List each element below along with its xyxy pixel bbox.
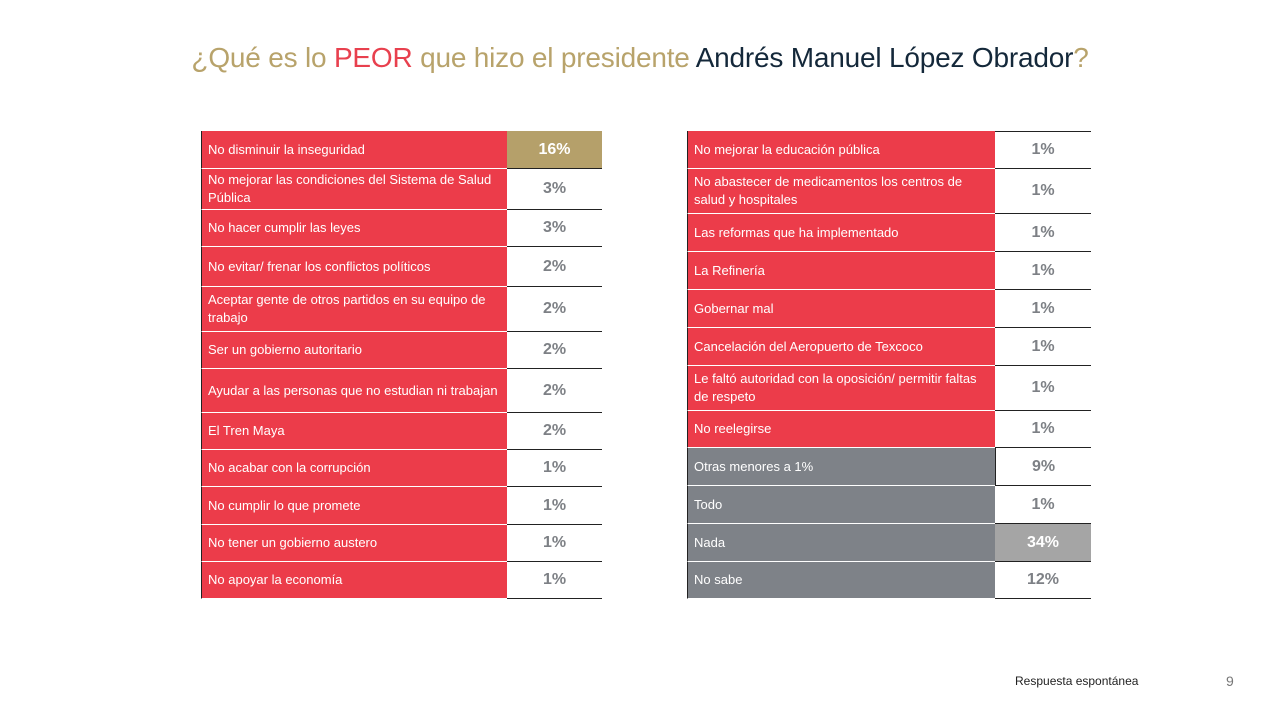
response-percentage: 1%	[507, 450, 602, 487]
table-row: El Tren Maya 2%	[201, 413, 602, 450]
response-percentage: 2%	[507, 287, 602, 332]
table-row: No tener un gobierno austero 1%	[201, 525, 602, 562]
response-label: El Tren Maya	[201, 413, 507, 450]
response-percentage: 1%	[507, 525, 602, 562]
response-label: Aceptar gente de otros partidos en su eq…	[201, 287, 507, 332]
response-label: Ser un gobierno autoritario	[201, 332, 507, 369]
response-label: No abastecer de medicamentos los centros…	[687, 169, 995, 214]
response-label: No apoyar la economía	[201, 562, 507, 599]
response-label: Le faltó autoridad con la oposición/ per…	[687, 366, 995, 411]
table-row: Todo 1%	[687, 486, 1091, 524]
response-percentage: 2%	[507, 247, 602, 287]
table-row: No sabe 12%	[687, 562, 1091, 599]
response-label: Gobernar mal	[687, 290, 995, 328]
response-label: No reelegirse	[687, 411, 995, 448]
table-row: Aceptar gente de otros partidos en su eq…	[201, 287, 602, 332]
title-part-1: ¿Qué es lo	[191, 42, 334, 73]
response-percentage: 1%	[995, 366, 1091, 411]
title-emphasis-peor: PEOR	[333, 42, 413, 73]
response-percentage: 1%	[995, 214, 1091, 252]
table-row: No evitar/ frenar los conflictos polític…	[201, 247, 602, 287]
response-label: No cumplir lo que promete	[201, 487, 507, 525]
response-label: No mejorar la educación pública	[687, 131, 995, 169]
table-row: No mejorar la educación pública 1%	[687, 131, 1091, 169]
response-percentage: 1%	[995, 411, 1091, 448]
response-label: Cancelación del Aeropuerto de Texcoco	[687, 328, 995, 366]
table-row: No hacer cumplir las leyes 3%	[201, 210, 602, 247]
table-row: Le faltó autoridad con la oposición/ per…	[687, 366, 1091, 411]
table-row: No acabar con la corrupción 1%	[201, 450, 602, 487]
title-question-mark: ?	[1073, 42, 1089, 73]
response-percentage: 1%	[995, 290, 1091, 328]
response-label: No acabar con la corrupción	[201, 450, 507, 487]
response-percentage: 9%	[995, 448, 1091, 486]
response-label: No sabe	[687, 562, 995, 599]
response-label: No disminuir la inseguridad	[201, 131, 507, 169]
response-label: La Refinería	[687, 252, 995, 290]
table-row: No apoyar la economía 1%	[201, 562, 602, 599]
table-row: No abastecer de medicamentos los centros…	[687, 169, 1091, 214]
response-percentage: 1%	[507, 487, 602, 525]
table-row: No mejorar las condiciones del Sistema d…	[201, 169, 602, 210]
response-label: No mejorar las condiciones del Sistema d…	[201, 169, 507, 210]
table-row: Ayudar a las personas que no estudian ni…	[201, 369, 602, 413]
response-percentage: 2%	[507, 413, 602, 450]
response-percentage: 3%	[507, 169, 602, 210]
table-row: Gobernar mal 1%	[687, 290, 1091, 328]
table-row: Cancelación del Aeropuerto de Texcoco 1%	[687, 328, 1091, 366]
response-percentage: 1%	[995, 328, 1091, 366]
response-label: Todo	[687, 486, 995, 524]
table-row: Las reformas que ha implementado 1%	[687, 214, 1091, 252]
response-percentage: 16%	[507, 131, 602, 169]
response-percentage: 1%	[995, 486, 1091, 524]
response-percentage: 1%	[995, 169, 1091, 214]
title-president-name: Andrés Manuel López Obrador	[695, 42, 1074, 73]
response-percentage: 1%	[995, 131, 1091, 169]
title-part-3: que hizo el presidente	[412, 42, 696, 73]
table-row: La Refinería 1%	[687, 252, 1091, 290]
response-label: No evitar/ frenar los conflictos polític…	[201, 247, 507, 287]
response-label: Ayudar a las personas que no estudian ni…	[201, 369, 507, 413]
response-label: No tener un gobierno austero	[201, 525, 507, 562]
response-percentage: 3%	[507, 210, 602, 247]
response-label: Otras menores a 1%	[687, 448, 995, 486]
response-percentage: 1%	[995, 252, 1091, 290]
table-row: Nada 34%	[687, 524, 1091, 562]
table-row: No reelegirse 1%	[687, 411, 1091, 448]
response-percentage: 1%	[507, 562, 602, 599]
slide-title: ¿Qué es lo PEOR que hizo el presidente A…	[0, 42, 1280, 74]
table-row: Ser un gobierno autoritario 2%	[201, 332, 602, 369]
response-label: Nada	[687, 524, 995, 562]
response-label: No hacer cumplir las leyes	[201, 210, 507, 247]
table-row: No disminuir la inseguridad 16%	[201, 131, 602, 169]
table-row: No cumplir lo que promete 1%	[201, 487, 602, 525]
footnote-respuesta-espontanea: Respuesta espontánea	[1015, 674, 1139, 688]
response-percentage: 2%	[507, 332, 602, 369]
response-percentage: 12%	[995, 562, 1091, 599]
response-percentage: 34%	[995, 524, 1091, 562]
page-number: 9	[1226, 673, 1234, 689]
response-label: Las reformas que ha implementado	[687, 214, 995, 252]
table-row: Otras menores a 1% 9%	[687, 448, 1091, 486]
response-percentage: 2%	[507, 369, 602, 413]
